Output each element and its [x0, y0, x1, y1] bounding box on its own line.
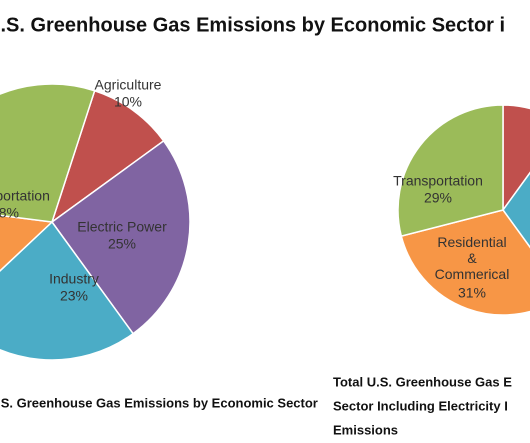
- slice-label: Residential & Commerical: [435, 234, 510, 282]
- slice-label: Transportation: [0, 188, 50, 204]
- pie-slice: [502, 171, 530, 249]
- slice-label: Transportation: [393, 173, 483, 189]
- pie-slice: [400, 209, 530, 316]
- pie-slice: [397, 104, 504, 238]
- slice-value-label: 23%: [60, 288, 88, 304]
- pie-slice: [0, 220, 135, 361]
- chart-title: U.S. Greenhouse Gas Emissions by Economi…: [0, 14, 505, 36]
- caption-line: Total U.S. Greenhouse Gas E: [333, 374, 512, 389]
- slice-value-label: 28%: [0, 205, 19, 221]
- slice-label: Industry: [49, 271, 99, 287]
- slice-value-label: 10%: [114, 94, 142, 110]
- pie-slice: [50, 89, 165, 224]
- slice-value-label: 31%: [458, 285, 486, 301]
- caption: Total U.S. Greenhouse Gas Emissions by E…: [0, 395, 318, 410]
- pie-slice: [0, 214, 54, 272]
- pie-slice: [50, 139, 191, 335]
- slice-value-label: 25%: [108, 236, 136, 252]
- slice-value-label: 29%: [424, 190, 452, 206]
- caption-line: Sector Including Electricity I: [333, 398, 508, 413]
- caption-line: Emissions: [333, 422, 398, 437]
- slice-label: Agriculture: [95, 77, 162, 93]
- slice-label: Electric Power: [77, 219, 167, 235]
- pie-slice: [0, 83, 96, 223]
